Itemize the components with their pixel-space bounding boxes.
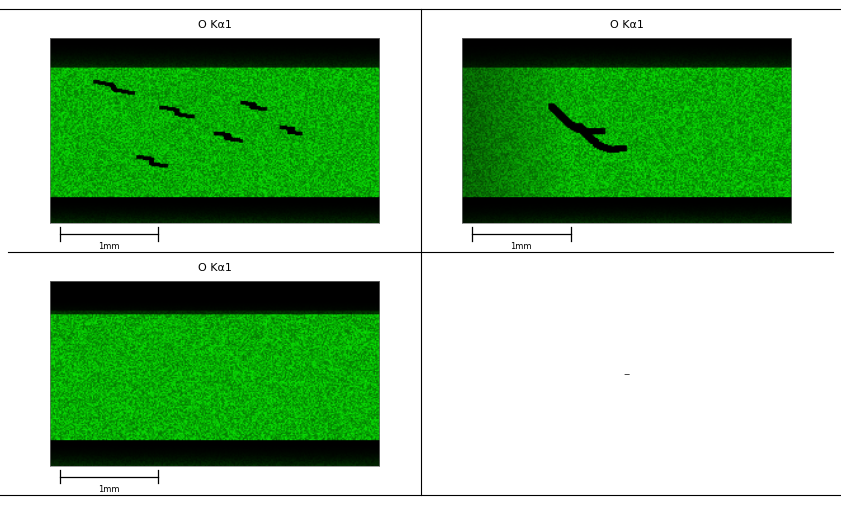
Text: –: – bbox=[623, 367, 630, 380]
Text: 1mm: 1mm bbox=[98, 241, 119, 250]
Text: 1mm: 1mm bbox=[98, 484, 119, 493]
Text: O Kα1: O Kα1 bbox=[198, 262, 231, 272]
Text: O Kα1: O Kα1 bbox=[610, 20, 643, 30]
Text: O Kα1: O Kα1 bbox=[198, 20, 231, 30]
Text: 1mm: 1mm bbox=[510, 241, 532, 250]
